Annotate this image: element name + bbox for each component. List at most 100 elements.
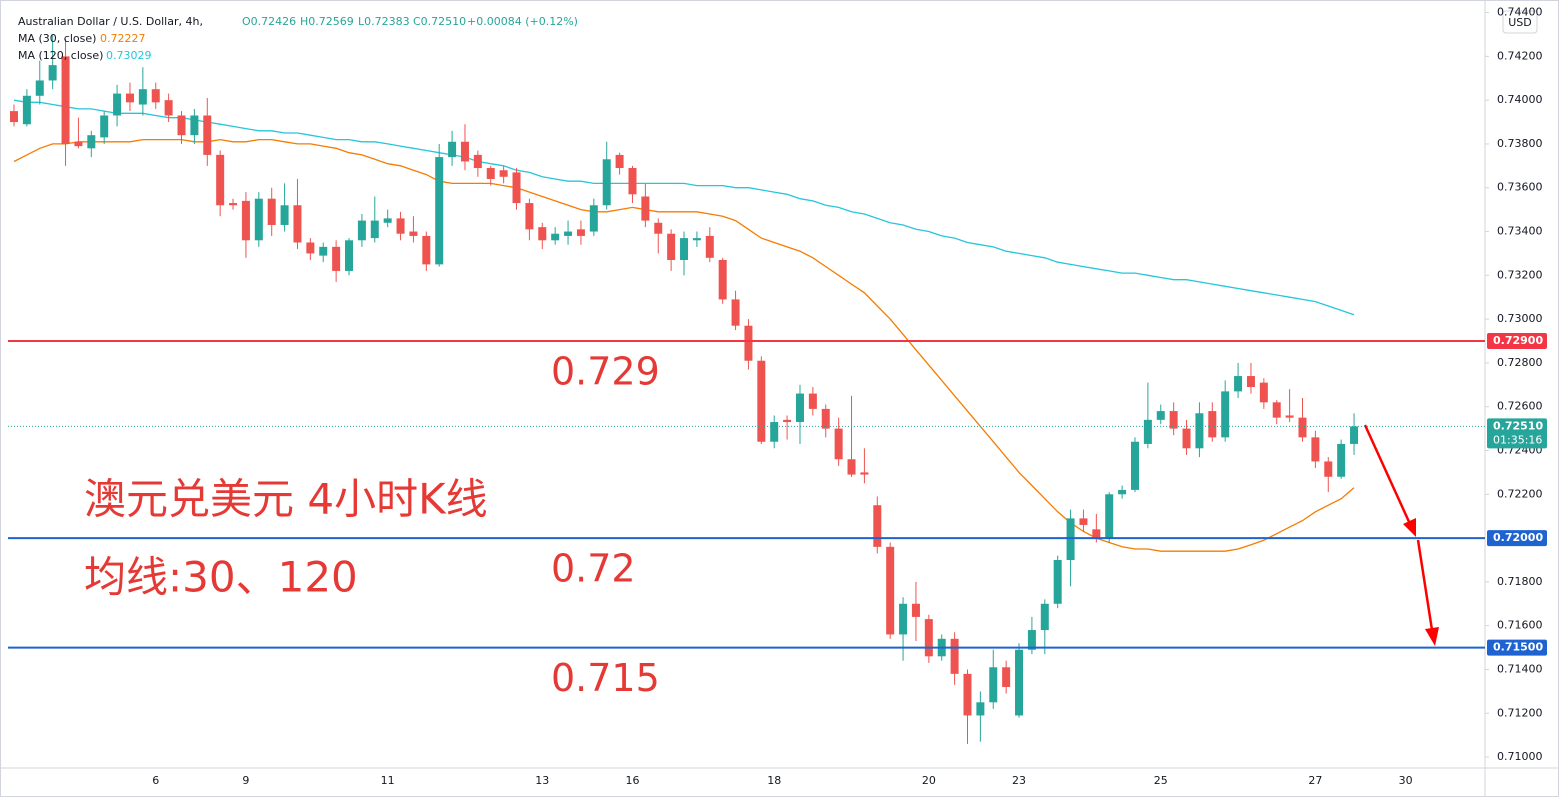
candle-body [1040,603,1049,631]
x-tick-label: 13 [535,774,549,787]
x-tick-label: 6 [152,774,159,787]
ohlc-readout: O0.72426 [242,15,296,28]
candle-body [486,168,495,179]
ohlc-readout: L0.72383 [358,15,410,28]
x-tick-label: 30 [1399,774,1413,787]
currency: USD [1508,16,1532,29]
last-price-label: 0.72510 [1493,419,1543,432]
arrow-line [1363,424,1412,525]
candle-body [151,89,160,103]
x-tick-label: 18 [767,774,781,787]
candle-body [899,603,908,635]
candle-body [963,673,972,716]
candle-body [22,95,31,125]
candle-body [718,260,727,300]
level-tag [1487,639,1547,656]
x-tick-label: 11 [381,774,395,787]
candle-body [422,235,431,265]
candle-body [254,198,263,241]
candle-body [138,89,147,105]
y-tick-label: 0.73400 [1497,225,1543,238]
candle-body [1324,461,1333,477]
candle-body [950,638,959,674]
candle-body [551,233,560,241]
candle-body [190,115,199,136]
y-tick-label: 0.71800 [1497,575,1543,588]
y-tick-label: 0.71000 [1497,750,1543,763]
candle-body [602,159,611,206]
candle-body [654,222,663,234]
candle-body [396,218,405,234]
candle-body [1246,376,1255,387]
candle-body [641,196,650,221]
ohlc-readout: +0.00084 (+0.12%) [467,15,578,28]
candle-body [731,299,740,326]
candle-body [770,422,779,442]
y-tick-label: 0.74200 [1497,49,1543,62]
candle-body [203,115,212,155]
headline: 澳元兑美元 4小时K线 [84,475,488,524]
candle-body [1053,559,1062,604]
candle-body [744,325,753,361]
candle-body [847,459,856,475]
candle-body [924,619,933,657]
y-tick-label: 0.73200 [1497,268,1543,281]
x-tick-label: 9 [242,774,249,787]
candle-body [989,667,998,703]
candle-body [370,220,379,239]
arrow-head [1425,627,1439,646]
legend-label: MA (120, close) [18,49,103,62]
candle-body [1208,411,1217,438]
y-tick-label: 0.71400 [1497,662,1543,675]
countdown-label: 01:35:16 [1493,433,1542,446]
candle-body [1079,518,1088,525]
candle-body [1234,376,1243,392]
candle-body [100,115,109,138]
legend-label: MA (30, close) [18,32,96,45]
candle-body [383,218,392,223]
candle-body [1195,413,1204,449]
y-tick-label: 0.72200 [1497,487,1543,500]
x-tick-label: 16 [625,774,639,787]
legend-value: 0.72227 [100,32,146,45]
y-tick-label: 0.73000 [1497,312,1543,325]
legend-value: 0.73029 [106,49,152,62]
y-tick-label: 0.73600 [1497,181,1543,194]
level-tag-label: 0.71500 [1493,641,1543,654]
candle-body [757,360,766,442]
y-tick-label: 0.74400 [1497,6,1543,19]
level-annotation: 0.715 [551,656,660,700]
candle-body [357,220,366,241]
candle-body [512,172,521,204]
candle-body [1350,426,1359,444]
candle-body [564,231,573,236]
candle-body [241,200,250,241]
symbol-title: Australian Dollar / U.S. Dollar, 4h, [18,15,203,28]
candle-body [1066,518,1075,560]
forecast-arrows [1363,424,1439,646]
candle-body [229,203,238,206]
candle-body [976,702,985,716]
candle-body [1272,402,1281,418]
candle-body [628,168,637,195]
candle-body [293,205,302,243]
candle-body [1002,667,1011,687]
subheadline: 均线:30、120 [84,553,358,602]
candle-body [1105,494,1114,539]
candle-body [576,229,585,236]
candle-body [1221,391,1230,438]
candle-body [1169,411,1178,429]
level-tag-label: 0.72900 [1493,334,1543,347]
plot-area [10,34,1359,744]
candle-body [87,135,96,149]
candle-body [125,93,134,103]
candle-body [435,157,444,265]
x-tick-label: 20 [922,774,936,787]
candle-body [113,93,122,116]
candle-body [1311,437,1320,462]
candle-body [525,203,534,230]
candle-body [306,242,315,254]
level-tag [1487,333,1547,350]
